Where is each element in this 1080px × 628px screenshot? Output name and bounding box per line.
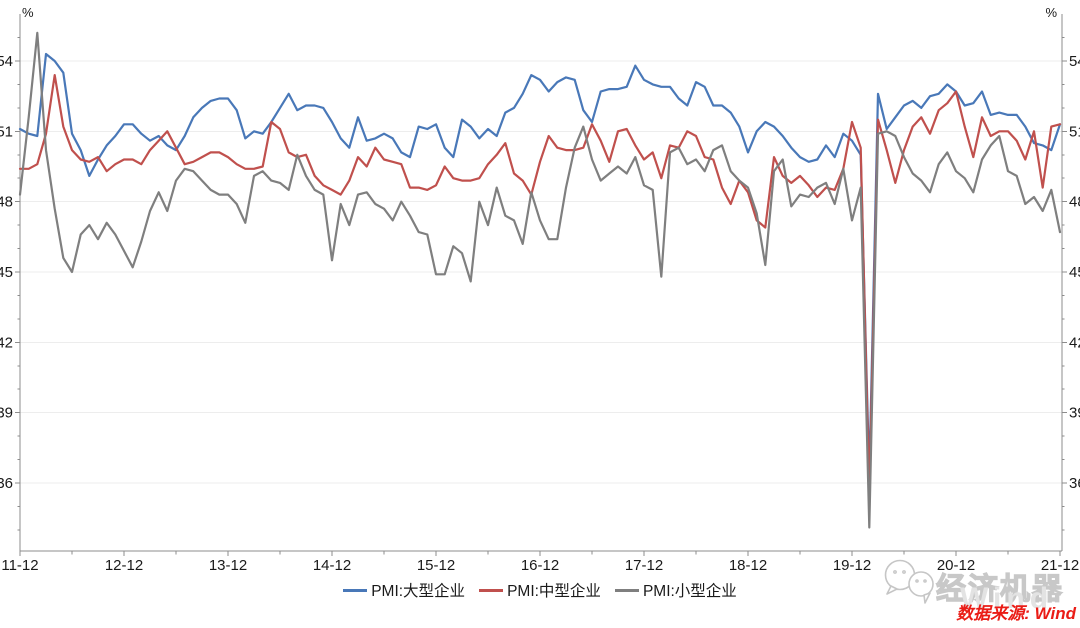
y-tick-label-right: 54 [1069,53,1080,70]
y-tick-label-right: 45 [1069,264,1080,281]
x-tick-label: 20-12 [937,557,975,574]
y-tick-label-right: 51 [1069,123,1080,140]
line-pmi-small [18,31,1062,529]
y-tick-label-right: 42 [1069,334,1080,351]
chart-legend: PMI:大型企业 PMI:中型企业 PMI:小型企业 [0,579,1080,601]
x-tick-label: 15-12 [417,557,455,574]
y-tick-label-left: 54 [0,53,13,70]
x-tick-label: 11-12 [1,557,38,574]
y-tick-label-left: 39 [0,405,13,422]
y-tick-label-left: 45 [0,264,13,281]
x-tick-label: 13-12 [209,557,247,574]
wind-watermark-text: Wind [960,582,1054,615]
x-tick-label: 14-12 [313,557,351,574]
y-tick-label-right: 36 [1069,475,1080,492]
y-tick-label-left: 42 [0,334,13,351]
y-tick-label-left: 51 [0,123,13,140]
legend-label-small: PMI:小型企业 [642,583,737,600]
x-tick-label: 21-12 [1041,557,1079,574]
legend-item-large: PMI:大型企业 [343,579,465,601]
legend-swatch-large [343,588,368,592]
x-tick-label: 12-12 [105,557,143,574]
line-pmi-large [18,52,1062,478]
y-tick-label-right: 39 [1069,405,1080,422]
legend-item-medium: PMI:中型企业 [479,579,601,601]
legend-item-small: PMI:小型企业 [614,579,737,601]
y-tick-label-left: 36 [0,475,13,492]
legend-swatch-small [614,588,639,592]
y-tick-label-right: 48 [1069,194,1080,211]
line-pmi-medium [18,73,1062,496]
watermark-brand-text: 经济机器 [935,572,1064,606]
x-tick-label: 17-12 [625,557,663,574]
wechat-icon [884,559,934,604]
unit-label-right: % [1045,5,1057,20]
x-tick-label: 16-12 [521,557,559,574]
data-source-note: 数据来源: Wind [956,604,1076,623]
legend-swatch-medium [479,588,504,592]
unit-label-left: % [22,5,34,20]
x-tick-label: 19-12 [833,557,871,574]
legend-label-large: PMI:大型企业 [371,583,466,600]
y-tick-label-left: 48 [0,194,13,211]
x-tick-label: 18-12 [729,557,767,574]
legend-label-medium: PMI:中型企业 [507,583,601,600]
